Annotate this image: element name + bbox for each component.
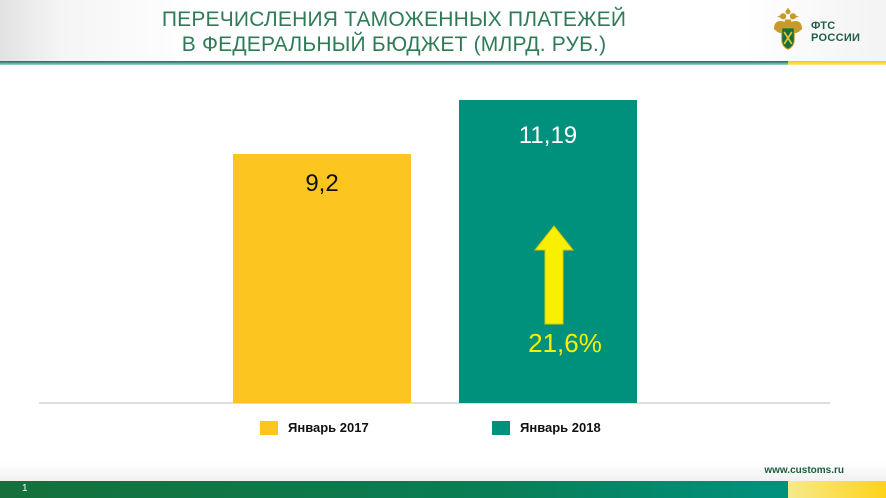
site-url: www.customs.ru bbox=[764, 465, 844, 476]
legend-label-2017: Январь 2017 bbox=[288, 420, 369, 435]
fts-logo: ФТС РОССИИ bbox=[772, 6, 876, 58]
header-divider-yellow bbox=[788, 61, 886, 65]
footer-strip: 1 bbox=[0, 481, 886, 498]
legend-swatch-2018 bbox=[492, 420, 510, 435]
fts-logo-line1: ФТС bbox=[811, 19, 836, 32]
legend-label-2018: Январь 2018 bbox=[520, 420, 601, 435]
header: ПЕРЕЧИСЛЕНИЯ ТАМОЖЕННЫХ ПЛАТЕЖЕЙ В ФЕДЕР… bbox=[0, 0, 886, 61]
growth-label: 21,6% bbox=[528, 328, 602, 358]
page-number: 1 bbox=[22, 483, 28, 494]
fts-logo-text: ФТС РОССИИ bbox=[811, 20, 860, 45]
chart-baseline bbox=[39, 402, 830, 404]
bar-value-2017: 9,2 bbox=[305, 170, 339, 197]
fts-emblem-icon bbox=[773, 8, 803, 50]
header-divider bbox=[0, 61, 886, 65]
fts-logo-line2: РОССИИ bbox=[811, 32, 861, 44]
growth-arrow-icon bbox=[533, 225, 575, 325]
header-divider-teal bbox=[0, 61, 788, 65]
bar-january-2017: 9,2 bbox=[233, 154, 411, 403]
bar-value-2018: 11,19 bbox=[518, 122, 578, 149]
bar-january-2018: 11,19 21,6% bbox=[459, 100, 637, 403]
page-title: ПЕРЕЧИСЛЕНИЯ ТАМОЖЕННЫХ ПЛАТЕЖЕЙ В ФЕДЕР… bbox=[0, 7, 788, 57]
page-title-line2: В ФЕДЕРАЛЬНЫЙ БЮДЖЕТ (МЛРД. РУБ.) bbox=[181, 33, 607, 56]
legend-item-2017: Январь 2017 bbox=[260, 420, 369, 435]
legend-item-2018: Январь 2018 bbox=[492, 420, 601, 435]
page-title-line1: ПЕРЕЧИСЛЕНИЯ ТАМОЖЕННЫХ ПЛАТЕЖЕЙ bbox=[161, 8, 627, 31]
footer-strip-yellow bbox=[788, 481, 886, 498]
legend-swatch-2017 bbox=[260, 420, 278, 435]
footer-band bbox=[0, 462, 886, 481]
